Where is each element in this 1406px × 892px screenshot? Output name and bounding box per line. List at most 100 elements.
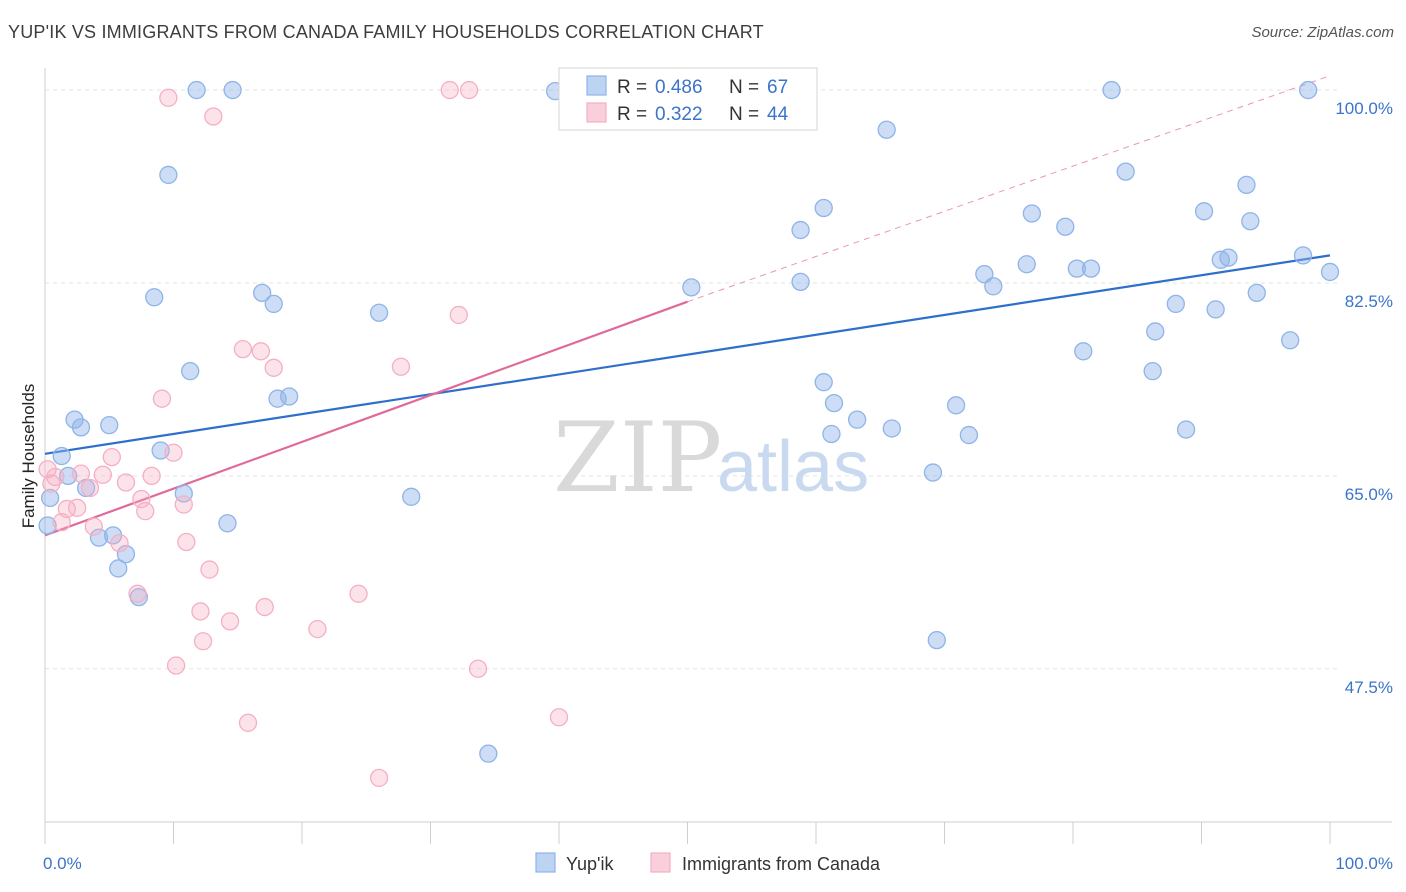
point-s0-22 [264, 294, 283, 314]
x-tick-label-0: 0.0% [43, 854, 82, 873]
point-s0-26 [402, 487, 421, 506]
point-s0-48 [1067, 259, 1087, 278]
point-s0-24 [279, 387, 299, 406]
legend-swatch-canada [586, 102, 607, 123]
point-s0-55 [1166, 294, 1185, 314]
point-s1-10 [102, 447, 121, 467]
point-s1-8 [84, 517, 103, 536]
point-s0-44 [984, 277, 1003, 296]
point-s1-12 [116, 473, 136, 492]
series-swatch-canada [650, 852, 671, 873]
point-s0-20 [223, 80, 242, 100]
point-s0-11 [116, 544, 136, 564]
point-s0-37 [877, 120, 896, 139]
point-s0-18 [187, 80, 206, 100]
point-s0-57 [1194, 202, 1214, 221]
point-s1-35 [369, 768, 389, 788]
point-s0-25 [369, 303, 389, 322]
y-tick-labels: 47.5% 65.0% 82.5% 100.0% [1335, 99, 1393, 697]
grid-lines [45, 89, 1340, 670]
point-s1-16 [142, 466, 161, 486]
point-s0-15 [159, 165, 178, 185]
series-label-yupik: Yup'ik [566, 854, 614, 874]
x-tick-label-1: 100.0% [1335, 854, 1393, 873]
point-s0-2 [52, 446, 71, 466]
point-s0-43 [975, 264, 994, 284]
correlation-legend: R = 0.486 N = 67 R = 0.322 N = 44 [558, 67, 818, 131]
point-s0-45 [1017, 255, 1036, 274]
point-s0-62 [1241, 212, 1260, 231]
y-axis-label: Family Households [19, 384, 38, 529]
point-s0-0 [38, 516, 57, 535]
x-tick-labels: 0.0% 100.0% [43, 854, 1393, 873]
y-tick-label-2: 82.5% [1345, 292, 1393, 311]
legend-n-label-2: N = [729, 104, 759, 125]
point-s0-61 [1237, 175, 1256, 194]
point-s1-30 [251, 342, 271, 361]
point-s0-63 [1247, 283, 1266, 303]
point-s0-42 [959, 425, 979, 445]
point-s0-51 [1102, 80, 1121, 100]
point-s0-8 [100, 416, 119, 435]
legend-r-value-1: 0.486 [655, 77, 703, 98]
point-s1-2 [46, 467, 65, 487]
point-s1-11 [110, 533, 129, 553]
point-s0-66 [1299, 80, 1318, 100]
series-label-canada: Immigrants from Canada [682, 854, 881, 874]
point-s0-39 [923, 463, 943, 482]
point-s0-10 [109, 559, 128, 578]
trend-line-0 [44, 254, 1331, 455]
point-s0-30 [791, 220, 810, 240]
point-s1-27 [220, 612, 240, 631]
series-legend: Yup'ik Immigrants from Canada [535, 852, 881, 874]
point-s0-52 [1116, 162, 1135, 181]
point-s0-54 [1146, 322, 1165, 341]
point-s0-53 [1143, 361, 1162, 381]
point-s0-58 [1206, 300, 1225, 319]
point-s1-20 [166, 656, 186, 675]
trend-extension-1 [687, 75, 1331, 303]
point-s0-27 [479, 744, 498, 763]
point-s1-0 [38, 460, 57, 479]
point-s1-19 [164, 443, 183, 462]
series-swatch-yupik [535, 852, 556, 873]
legend-n-value-2: 44 [767, 104, 789, 125]
point-s0-56 [1176, 420, 1196, 439]
data-points [38, 80, 1340, 788]
point-s1-18 [159, 88, 178, 107]
point-s1-15 [136, 501, 155, 521]
point-s1-32 [264, 358, 283, 377]
point-s0-31 [791, 272, 810, 292]
point-s1-36 [391, 357, 411, 376]
legend-n-value-1: 67 [767, 77, 788, 98]
y-tick-label-0: 47.5% [1345, 678, 1393, 697]
source-credit: Source: ZipAtlas.com [1251, 24, 1394, 41]
point-s0-38 [882, 419, 901, 438]
point-s0-6 [76, 478, 96, 498]
point-s1-9 [93, 465, 112, 484]
chart-title: YUP'IK VS IMMIGRANTS FROM CANADA FAMILY … [8, 22, 764, 42]
point-s0-29 [682, 278, 701, 297]
point-s1-22 [177, 532, 196, 552]
point-s1-40 [468, 659, 488, 678]
point-s1-34 [349, 584, 368, 603]
point-s0-40 [927, 630, 946, 650]
watermark: ZIP atlas [553, 402, 869, 514]
legend-n-label-1: N = [729, 77, 759, 98]
point-s0-64 [1281, 331, 1300, 350]
point-s0-19 [218, 514, 237, 533]
point-s1-33 [308, 619, 327, 639]
point-s0-17 [181, 361, 200, 381]
point-s0-21 [253, 283, 272, 303]
legend-r-label-2: R = [617, 104, 647, 125]
point-s0-65 [1293, 246, 1313, 265]
point-s0-1 [40, 488, 60, 508]
point-s0-60 [1219, 248, 1238, 267]
point-s0-13 [145, 288, 164, 307]
point-s0-36 [847, 410, 867, 429]
legend-r-value-2: 0.322 [655, 104, 703, 125]
point-s1-21 [174, 495, 193, 514]
point-s0-50 [1081, 259, 1101, 278]
trend-lines [44, 75, 1331, 537]
